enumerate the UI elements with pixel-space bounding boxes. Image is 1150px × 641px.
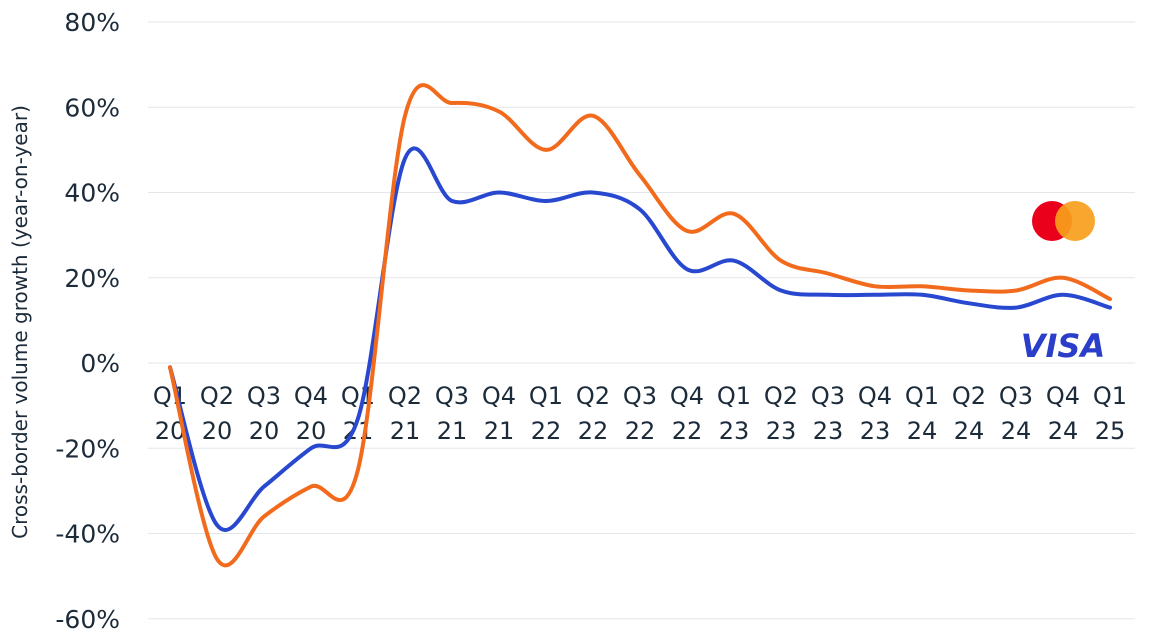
x-tick-quarter: Q3 [623, 382, 657, 410]
x-tick-year: 24 [907, 417, 938, 445]
x-tick-quarter: Q3 [811, 382, 845, 410]
y-tick-label: 40% [64, 179, 120, 208]
x-tick-quarter: Q1 [1093, 382, 1127, 410]
x-tick-quarter: Q1 [153, 382, 187, 410]
x-tick-quarter: Q4 [858, 382, 892, 410]
x-tick-quarter: Q3 [247, 382, 281, 410]
mastercard-yellow-circle [1055, 201, 1095, 241]
x-tick-year: 20 [296, 417, 327, 445]
y-tick-label: -20% [55, 434, 120, 463]
x-tick-quarter: Q4 [294, 382, 328, 410]
series-lines [168, 83, 1112, 568]
x-axis-ticks: Q120Q220Q320Q420Q121Q221Q321Q421Q122Q222… [153, 382, 1127, 445]
x-tick-quarter: Q2 [388, 382, 422, 410]
x-tick-quarter: Q1 [529, 382, 563, 410]
x-tick-year: 22 [578, 417, 609, 445]
x-tick-year: 25 [1095, 417, 1126, 445]
y-tick-label: 20% [64, 264, 120, 293]
x-tick-year: 22 [531, 417, 562, 445]
x-tick-year: 23 [813, 417, 844, 445]
x-tick-year: 20 [249, 417, 280, 445]
x-tick-quarter: Q4 [670, 382, 704, 410]
y-axis-title: Cross-border volume growth (year-on-year… [8, 105, 32, 539]
mastercard-logo-icon [1032, 201, 1095, 241]
x-tick-quarter: Q3 [999, 382, 1033, 410]
x-tick-year: 22 [672, 417, 703, 445]
y-tick-label: -60% [55, 605, 120, 634]
x-tick-year: 23 [766, 417, 797, 445]
x-tick-quarter: Q4 [482, 382, 516, 410]
y-axis-ticks: 80% 60% 40% 20% 0% -20% -40% -60% [55, 8, 120, 634]
x-tick-quarter: Q2 [764, 382, 798, 410]
x-tick-year: 24 [1001, 417, 1032, 445]
y-tick-label: 80% [64, 8, 120, 37]
y-tick-label: -40% [55, 520, 120, 549]
x-tick-year: 23 [860, 417, 891, 445]
x-tick-year: 24 [954, 417, 985, 445]
x-tick-quarter: Q4 [1046, 382, 1080, 410]
visa-series-line [168, 146, 1112, 532]
y-tick-label: 60% [64, 93, 120, 122]
y-tick-label: 0% [80, 349, 120, 378]
x-tick-quarter: Q2 [952, 382, 986, 410]
x-tick-year: 24 [1048, 417, 1079, 445]
x-tick-year: 21 [484, 417, 515, 445]
x-tick-year: 23 [719, 417, 750, 445]
x-tick-quarter: Q2 [576, 382, 610, 410]
visa-logo: VISA [1021, 327, 1105, 365]
mastercard-series-line [168, 83, 1112, 568]
x-tick-year: 21 [437, 417, 468, 445]
x-tick-quarter: Q1 [905, 382, 939, 410]
gridlines [148, 21, 1135, 620]
x-tick-year: 20 [202, 417, 233, 445]
x-tick-year: 22 [625, 417, 656, 445]
x-tick-year: 21 [390, 417, 421, 445]
x-tick-quarter: Q1 [717, 382, 751, 410]
x-tick-quarter: Q3 [435, 382, 469, 410]
x-tick-quarter: Q2 [200, 382, 234, 410]
